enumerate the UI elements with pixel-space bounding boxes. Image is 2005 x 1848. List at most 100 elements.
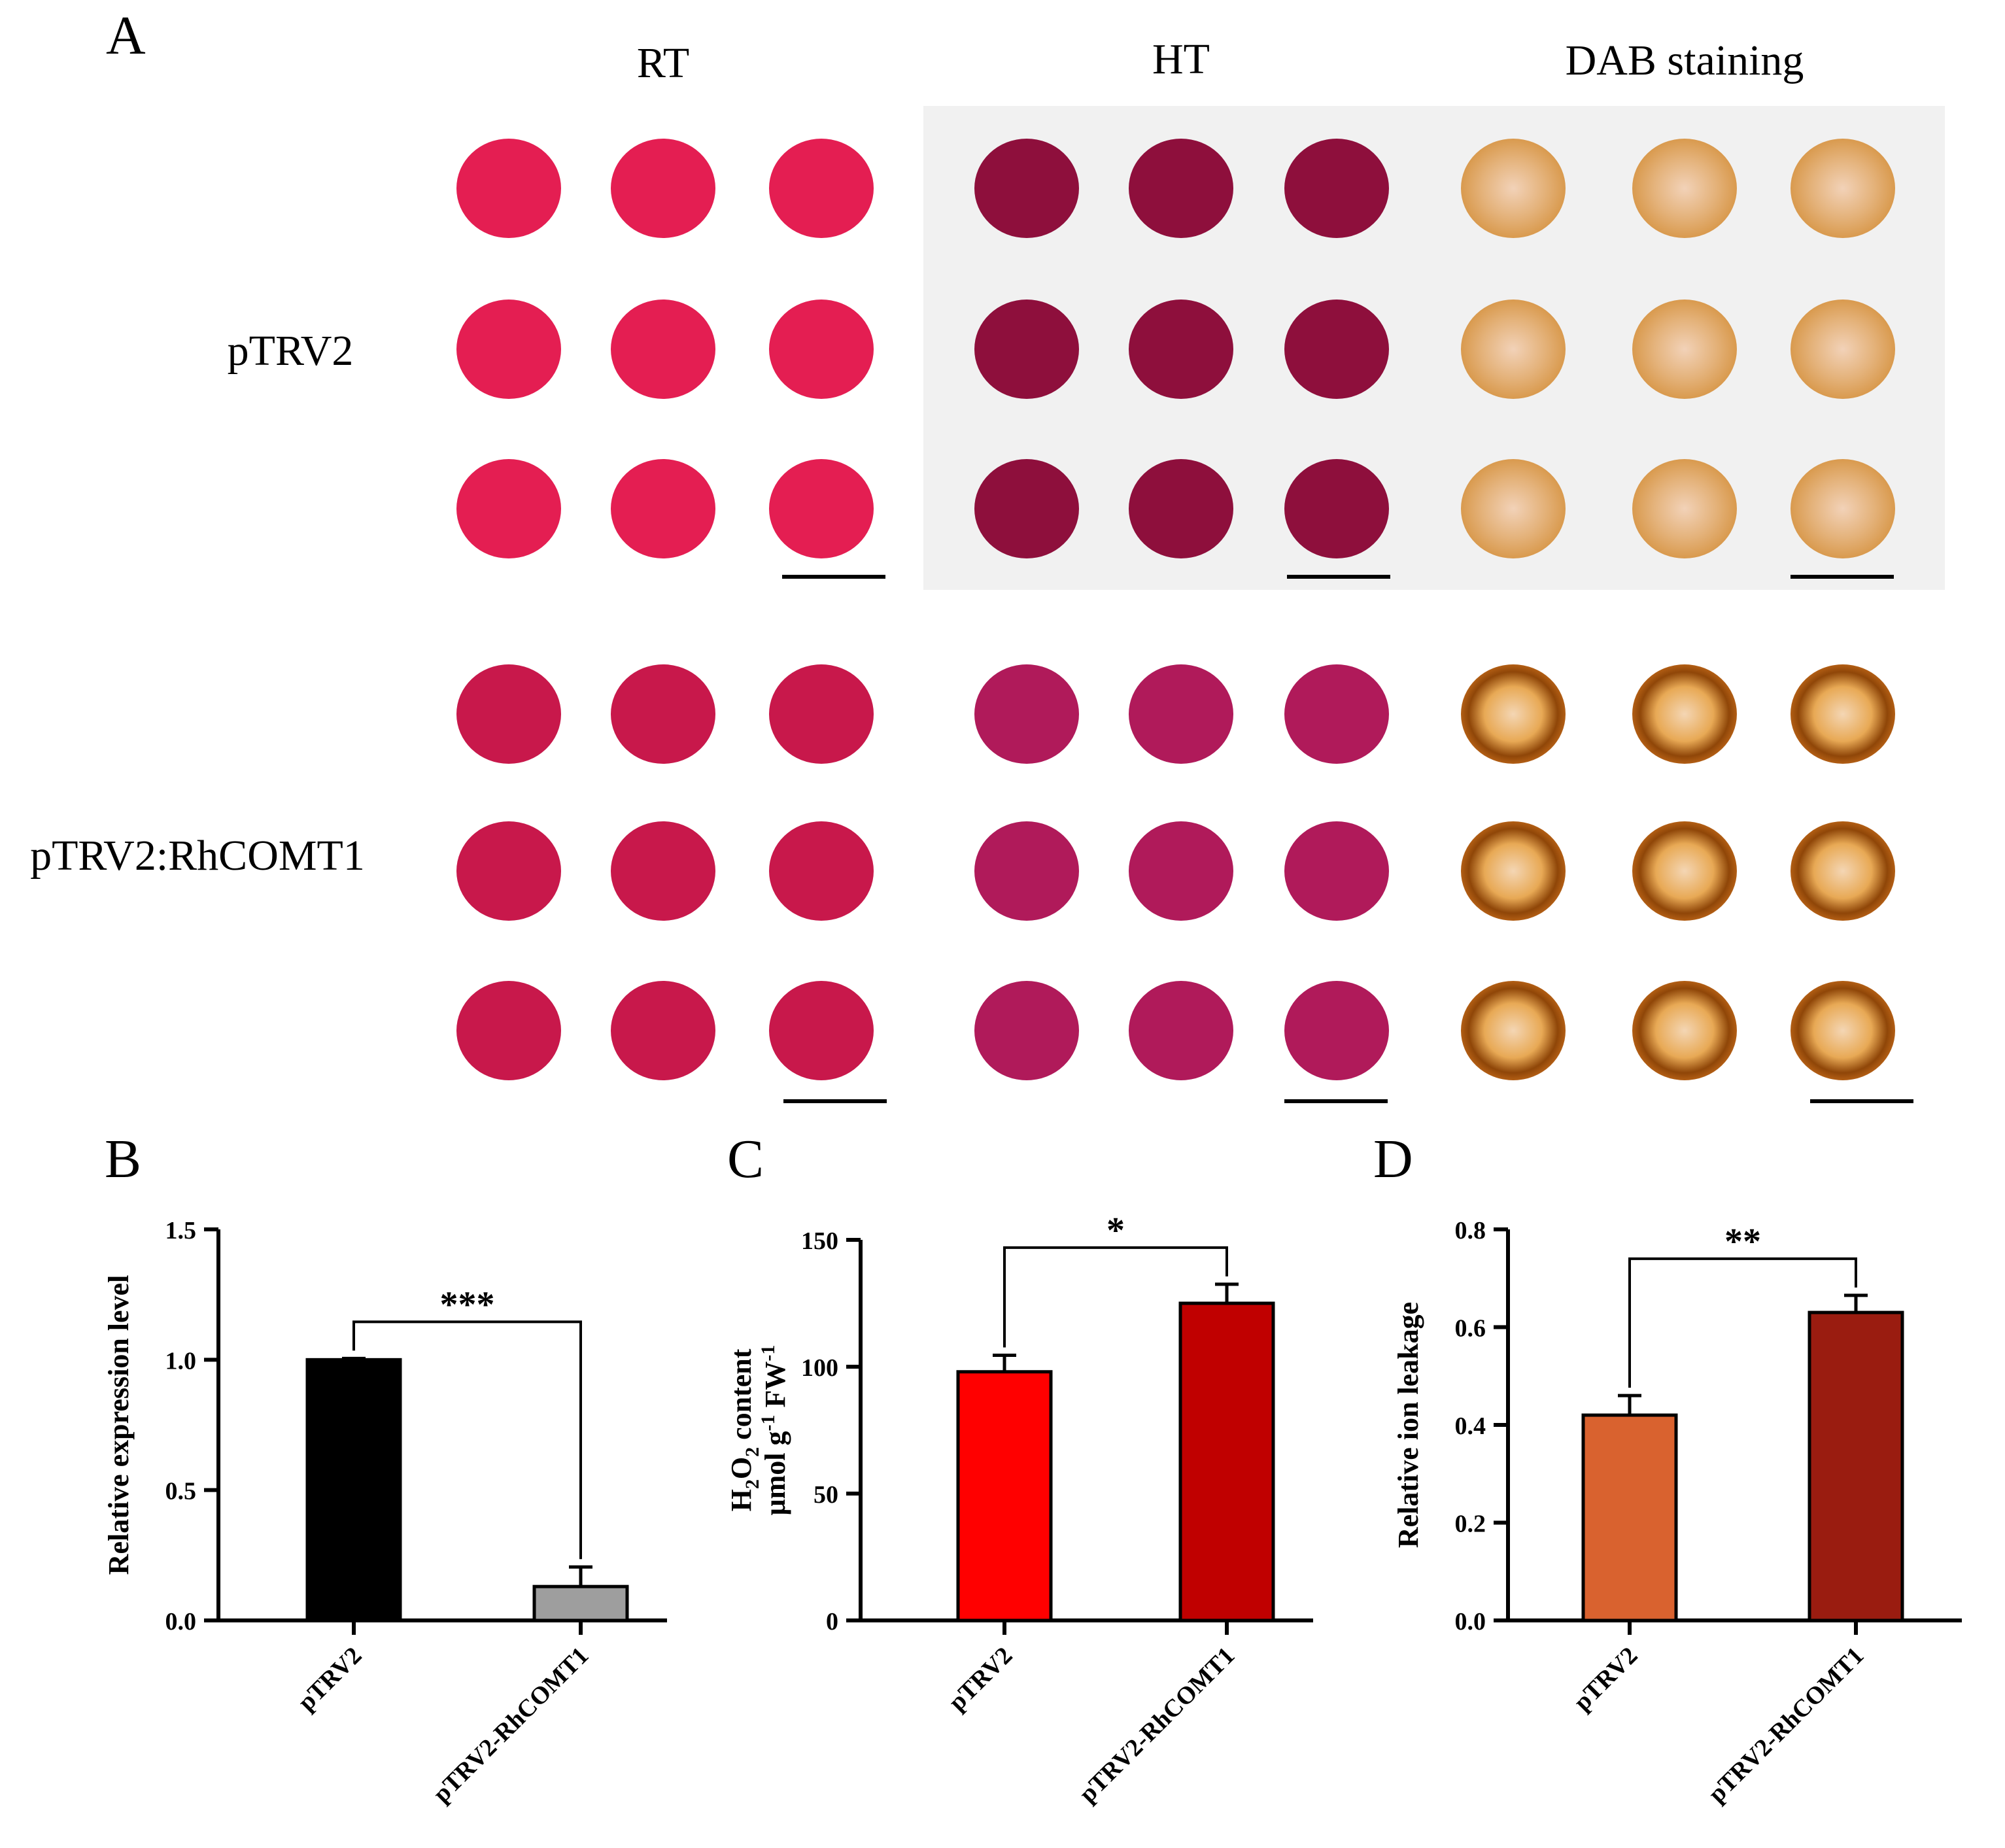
petal-disc-dab-r6-c1 — [1461, 981, 1566, 1080]
petal-disc-rt-r6-c3 — [769, 981, 874, 1080]
chart-c: 0 50 100 150 pTRV2 pTRV2-RhCOMT1 * H2O2 content… — [725, 1210, 1313, 1808]
petal-disc-rt-r2-c3 — [769, 299, 874, 399]
petal-disc-ht-r4-c2 — [1129, 664, 1233, 764]
chart-b-y-tick-label: 1.0 — [165, 1347, 197, 1375]
petal-disc-dab-r2-c3 — [1791, 299, 1895, 399]
petal-disc-rt-r6-c2 — [611, 981, 715, 1080]
petal-disc-dab-r2-c2 — [1632, 299, 1737, 399]
chart-c-bar-2 — [1178, 1301, 1275, 1622]
chart-d-bar-2 — [1808, 1310, 1904, 1622]
petal-disc-ht-r4-c1 — [974, 664, 1079, 764]
panel-label-d: D — [1373, 1129, 1413, 1189]
chart-c-y-tick-label: 100 — [801, 1354, 838, 1382]
petal-discs — [456, 139, 1895, 1080]
petal-disc-rt-r5-c2 — [611, 821, 715, 921]
petal-disc-rt-r1-c2 — [611, 139, 715, 238]
chart-b-category-label-2: pTRV2-RhCOMT1 — [428, 1642, 594, 1808]
petal-disc-rt-r4-c3 — [769, 664, 874, 764]
petal-disc-rt-r5-c3 — [769, 821, 874, 921]
petal-disc-dab-r5-c3 — [1791, 821, 1895, 921]
petal-disc-dab-r3-c1 — [1461, 459, 1566, 558]
petal-disc-dab-r1-c2 — [1632, 139, 1737, 238]
petal-disc-rt-r6-c1 — [456, 981, 561, 1080]
chart-b-significance-bracket — [352, 1320, 582, 1560]
petal-disc-dab-r1-c3 — [1791, 139, 1895, 238]
petal-disc-rt-r5-c1 — [456, 821, 561, 921]
chart-d-y-tick-label: 0.4 — [1455, 1412, 1486, 1440]
photo-panel: A RT HT DAB staining pTRV2 pTRV2:RhCOMT1 — [30, 5, 1945, 1103]
chart-d-y-tick-label: 0.6 — [1455, 1315, 1486, 1343]
chart-c-y-axis-label-line-2: μmol g-1 FW-1 — [757, 1345, 791, 1516]
chart-d-bar-1 — [1581, 1413, 1678, 1622]
chart-c-y-tick-label: 150 — [801, 1227, 838, 1255]
petal-disc-ht-r2-c2 — [1129, 299, 1233, 399]
petal-disc-ht-r5-c2 — [1129, 821, 1233, 921]
chart-c-y-tick-label: 0 — [826, 1608, 838, 1635]
petal-disc-rt-r3-c1 — [456, 459, 561, 558]
panel-label-a: A — [106, 5, 146, 66]
column-header-rt: RT — [637, 39, 689, 87]
chart-d-y-axis-label: Relative ion leakage — [1392, 1302, 1424, 1548]
petal-disc-dab-r4-c2 — [1632, 664, 1737, 764]
petal-disc-ht-r3-c2 — [1129, 459, 1233, 558]
petal-disc-dab-r3-c2 — [1632, 459, 1737, 558]
petal-disc-ht-r1-c2 — [1129, 139, 1233, 238]
chart-d-category-label-1: pTRV2 — [1568, 1642, 1643, 1717]
petal-disc-ht-r1-c1 — [974, 139, 1079, 238]
petal-disc-rt-r4-c1 — [456, 664, 561, 764]
petal-disc-ht-r5-c1 — [974, 821, 1079, 921]
petal-disc-dab-r2-c1 — [1461, 299, 1566, 399]
panel-label-b: B — [105, 1129, 141, 1189]
petal-disc-ht-r6-c3 — [1284, 981, 1389, 1080]
scale-bars — [782, 575, 1913, 1103]
column-header-ht: HT — [1152, 35, 1210, 83]
chart-c-category-label-1: pTRV2 — [943, 1642, 1018, 1717]
petal-disc-ht-r4-c3 — [1284, 664, 1389, 764]
chart-b-significance-marker: *** — [440, 1284, 495, 1325]
chart-c-category-label-2: pTRV2-RhCOMT1 — [1074, 1642, 1240, 1808]
petal-disc-ht-r3-c1 — [974, 459, 1079, 558]
petal-disc-dab-r1-c1 — [1461, 139, 1566, 238]
chart-c-bar-1 — [956, 1370, 1053, 1622]
ht-photo-background — [923, 106, 1945, 590]
chart-b-y-tick-label: 0.5 — [165, 1478, 197, 1505]
petal-disc-ht-r6-c2 — [1129, 981, 1233, 1080]
petal-disc-dab-r6-c3 — [1791, 981, 1895, 1080]
petal-disc-rt-r1-c3 — [769, 139, 874, 238]
row-label-ptrv2-rhcomt1: pTRV2:RhCOMT1 — [30, 832, 365, 880]
chart-d: 0.0 0.2 0.4 0.6 0.8 pTRV2 pTRV2-RhCOMT1 ** Relat… — [1392, 1217, 1962, 1808]
chart-d-significance-marker: ** — [1724, 1222, 1761, 1262]
column-header-dab: DAB staining — [1566, 37, 1804, 84]
petal-disc-ht-r6-c1 — [974, 981, 1079, 1080]
petal-disc-rt-r4-c2 — [611, 664, 715, 764]
petal-disc-ht-r1-c3 — [1284, 139, 1389, 238]
chart-d-category-label-2: pTRV2-RhCOMT1 — [1703, 1642, 1869, 1808]
chart-b-y-tick-label: 0.0 — [165, 1608, 197, 1635]
chart-b-bar-1 — [305, 1358, 402, 1622]
chart-d-significance-bracket — [1628, 1257, 1857, 1388]
petal-disc-dab-r6-c2 — [1632, 981, 1737, 1080]
petal-disc-ht-r2-c3 — [1284, 299, 1389, 399]
chart-d-y-tick-label: 0.8 — [1455, 1217, 1486, 1244]
petal-disc-dab-r4-c3 — [1791, 664, 1895, 764]
chart-b-y-tick-label: 1.5 — [165, 1217, 197, 1244]
chart-c-y-tick-label: 50 — [814, 1481, 838, 1509]
petal-disc-ht-r5-c3 — [1284, 821, 1389, 921]
petal-disc-dab-r5-c1 — [1461, 821, 1566, 921]
chart-c-significance-marker: * — [1106, 1210, 1125, 1251]
petal-disc-dab-r4-c1 — [1461, 664, 1566, 764]
petal-disc-rt-r3-c3 — [769, 459, 874, 558]
chart-c-y-axis-label-line-1: H2O2 content — [725, 1348, 763, 1511]
panel-label-c: C — [727, 1129, 764, 1189]
chart-d-y-tick-label: 0.0 — [1455, 1608, 1486, 1635]
petal-disc-rt-r1-c1 — [456, 139, 561, 238]
petal-disc-rt-r2-c1 — [456, 299, 561, 399]
petal-disc-rt-r2-c2 — [611, 299, 715, 399]
chart-c-significance-bracket — [1003, 1246, 1228, 1348]
petal-disc-dab-r5-c2 — [1632, 821, 1737, 921]
chart-b-bar-2 — [532, 1584, 629, 1622]
chart-b-y-axis-label: Relative expression level — [103, 1275, 135, 1575]
chart-d-y-tick-label: 0.2 — [1455, 1511, 1486, 1538]
chart-b: 0.0 0.5 1.0 1.5 pTRV2 pTRV2-RhCOMT1 *** Relativ… — [103, 1217, 667, 1808]
